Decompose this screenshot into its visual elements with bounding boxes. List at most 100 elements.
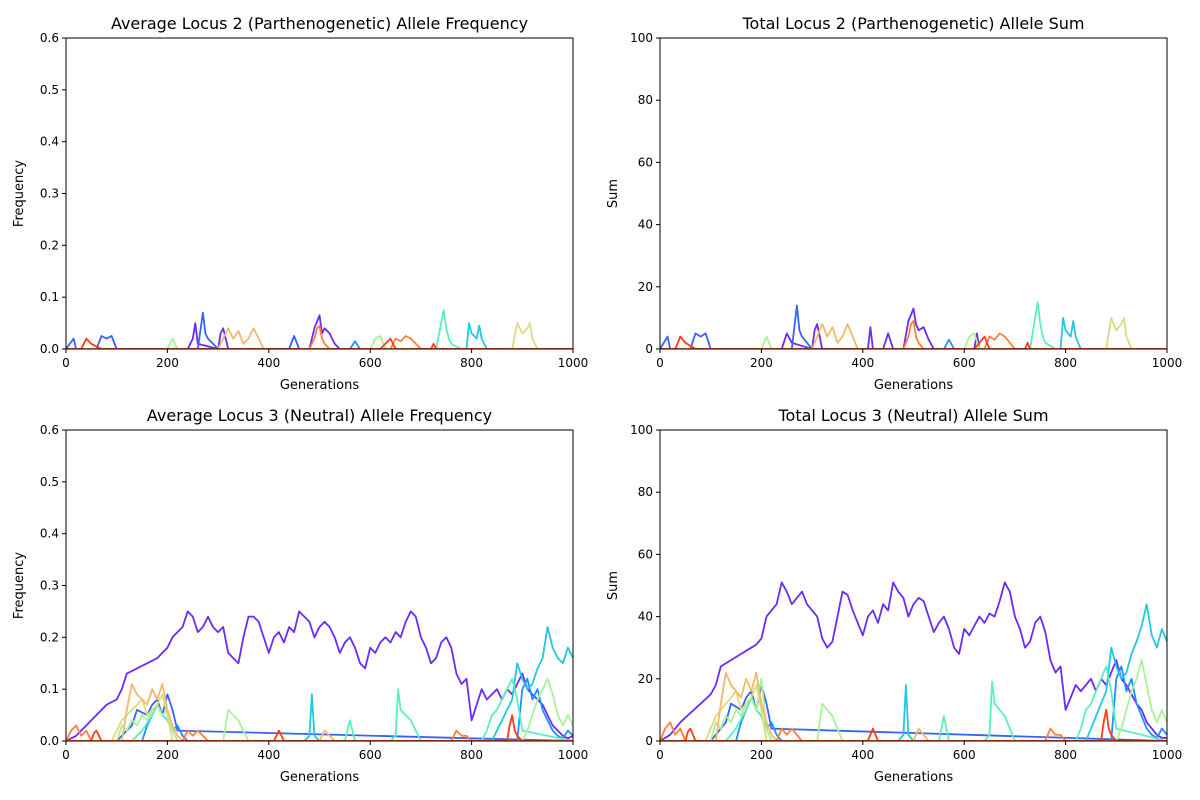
series-line-9 <box>66 337 573 349</box>
series-line-0 <box>660 581 1167 741</box>
chart-title: Average Locus 2 (Parthenogenetic) Allele… <box>111 14 528 33</box>
y-tick-label: 0.5 <box>40 475 59 489</box>
chart-panel-locus2-frequency: 0 200 400 600 800 1000 0.0 0.1 0.2 0.3 0.4 0.5 0.6 Av… <box>12 14 588 393</box>
plot-frame <box>65 37 574 350</box>
x-tick-label: 0 <box>62 748 70 762</box>
plot-frame <box>659 37 1168 350</box>
x-tick-label: 1000 <box>1152 748 1183 762</box>
y-tick-label: 60 <box>638 547 653 561</box>
series-line-6 <box>66 322 573 349</box>
series-line-7 <box>660 323 1167 349</box>
y-tick-label: 60 <box>638 155 653 169</box>
x-tick-label: 400 <box>257 748 280 762</box>
chart-title: Average Locus 3 (Neutral) Allele Frequen… <box>147 406 492 425</box>
x-tick-label: 400 <box>851 356 874 370</box>
series-line-4 <box>660 301 1167 349</box>
x-tick-label: 1000 <box>558 748 589 762</box>
x-tick-label: 400 <box>851 748 874 762</box>
series-line-5 <box>660 332 1167 349</box>
series-line-3 <box>660 317 1167 349</box>
y-tick-label: 40 <box>638 610 653 624</box>
x-tick-label: 0 <box>656 748 664 762</box>
series-line-2 <box>66 340 573 349</box>
series-line-7 <box>66 327 573 349</box>
chart-title: Total Locus 3 (Neutral) Allele Sum <box>777 406 1048 425</box>
series-line-5 <box>66 335 573 349</box>
series-line-7 <box>660 671 1167 741</box>
y-tick-label: 80 <box>638 485 653 499</box>
x-tick-label: 800 <box>1054 748 1077 762</box>
y-tick-label: 80 <box>638 93 653 107</box>
series-line-0 <box>66 314 573 349</box>
x-tick-label: 200 <box>156 748 179 762</box>
x-axis-label: Generations <box>280 378 360 393</box>
y-tick-label: 0.3 <box>40 579 59 593</box>
y-tick-label: 0.6 <box>40 423 59 437</box>
x-tick-label: 600 <box>359 356 382 370</box>
chart-panel-locus2-sum: 0 200 400 600 800 1000 0 20 40 60 80 100 Total Locus… <box>606 14 1182 393</box>
x-axis-label: Generations <box>874 770 954 785</box>
series-group <box>660 301 1167 349</box>
x-tick-label: 200 <box>156 356 179 370</box>
y-tick-label: 0.1 <box>40 290 59 304</box>
x-tick-label: 600 <box>953 356 976 370</box>
series-line-5 <box>660 659 1167 741</box>
y-axis-label: Sum <box>606 571 621 600</box>
y-tick-label: 100 <box>630 31 653 45</box>
series-line-9 <box>660 709 1167 741</box>
series-group <box>660 581 1167 741</box>
series-line-3 <box>66 626 573 741</box>
x-tick-label: 600 <box>953 748 976 762</box>
series-group <box>66 309 573 349</box>
series-line-8 <box>660 320 1167 349</box>
x-axis-label: Generations <box>874 378 954 393</box>
y-tick-label: 0 <box>645 342 653 356</box>
chart-panel-locus3-sum: 0 200 400 600 800 1000 0 20 40 60 80 100 Total Locus… <box>606 406 1182 785</box>
x-tick-label: 0 <box>62 356 70 370</box>
y-axis-label: Frequency <box>12 160 27 227</box>
series-line-8 <box>66 724 573 741</box>
x-tick-label: 800 <box>460 356 483 370</box>
y-tick-label: 0.0 <box>40 734 59 748</box>
chart-panel-locus3-frequency: 0 200 400 600 800 1000 0.0 0.1 0.2 0.3 0.4 0.5 0.6 Av… <box>12 406 588 785</box>
y-tick-label: 100 <box>630 423 653 437</box>
x-tick-label: 0 <box>656 356 664 370</box>
y-axis-label: Frequency <box>12 552 27 619</box>
series-line-9 <box>66 714 573 741</box>
chart-title: Total Locus 2 (Parthenogenetic) Allele S… <box>741 14 1084 33</box>
series-line-9 <box>660 335 1167 349</box>
x-tick-label: 1000 <box>558 356 589 370</box>
y-axis-label: Sum <box>606 179 621 208</box>
y-tick-label: 0.2 <box>40 630 59 644</box>
y-tick-label: 0.1 <box>40 682 59 696</box>
y-tick-label: 40 <box>638 218 653 232</box>
x-tick-label: 400 <box>257 356 280 370</box>
series-group <box>66 610 573 741</box>
y-tick-label: 20 <box>638 672 653 686</box>
y-tick-label: 0.2 <box>40 238 59 252</box>
series-line-5 <box>66 677 573 741</box>
y-tick-label: 0.5 <box>40 83 59 97</box>
series-line-8 <box>66 324 573 349</box>
series-line-1 <box>66 311 573 349</box>
x-tick-label: 800 <box>1054 356 1077 370</box>
y-tick-label: 0.4 <box>40 527 59 541</box>
x-tick-label: 600 <box>359 748 382 762</box>
x-tick-label: 800 <box>460 748 483 762</box>
y-tick-label: 0.0 <box>40 342 59 356</box>
x-axis-label: Generations <box>280 770 360 785</box>
series-line-0 <box>66 610 573 741</box>
y-tick-label: 0.6 <box>40 31 59 45</box>
x-tick-label: 200 <box>750 356 773 370</box>
y-tick-label: 0.3 <box>40 187 59 201</box>
series-line-7 <box>66 683 573 741</box>
y-tick-label: 20 <box>638 280 653 294</box>
x-tick-label: 200 <box>750 748 773 762</box>
series-line-0 <box>660 307 1167 349</box>
series-line-1 <box>660 304 1167 349</box>
series-line-8 <box>660 721 1167 741</box>
plot-frame <box>65 429 574 742</box>
series-line-3 <box>660 603 1167 741</box>
x-tick-label: 1000 <box>1152 356 1183 370</box>
